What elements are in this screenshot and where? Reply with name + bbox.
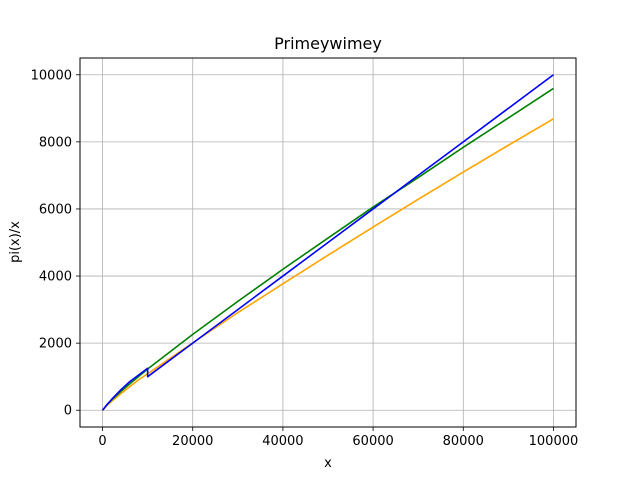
y-tick-label: 6000 — [39, 202, 72, 217]
plot-frame — [79, 57, 577, 428]
series-line-2 — [101, 87, 554, 411]
y-tick-label: 8000 — [39, 135, 72, 150]
series-line-3 — [101, 74, 554, 411]
y-tick-label: 2000 — [39, 337, 72, 352]
series-group — [101, 74, 554, 411]
x-tick-label: 0 — [98, 434, 106, 449]
x-axis-label: x — [324, 456, 332, 471]
series-line-1 — [101, 118, 554, 411]
x-tick-label: 80000 — [443, 434, 484, 449]
y-axis-label: pi(x)/x — [8, 221, 23, 263]
y-tick-label: 10000 — [31, 68, 72, 83]
x-axis: 0 20000 40000 60000 80000 100000 — [98, 427, 578, 449]
x-tick-label: 100000 — [529, 434, 579, 449]
x-tick-label: 20000 — [172, 434, 213, 449]
x-tick-label: 40000 — [262, 434, 303, 449]
y-tick-label: 4000 — [39, 270, 72, 285]
chart-title: Primeywimey — [274, 34, 382, 53]
x-tick-label: 60000 — [352, 434, 393, 449]
y-axis: 0 2000 4000 6000 8000 10000 — [31, 68, 80, 419]
y-tick-label: 0 — [64, 404, 72, 419]
